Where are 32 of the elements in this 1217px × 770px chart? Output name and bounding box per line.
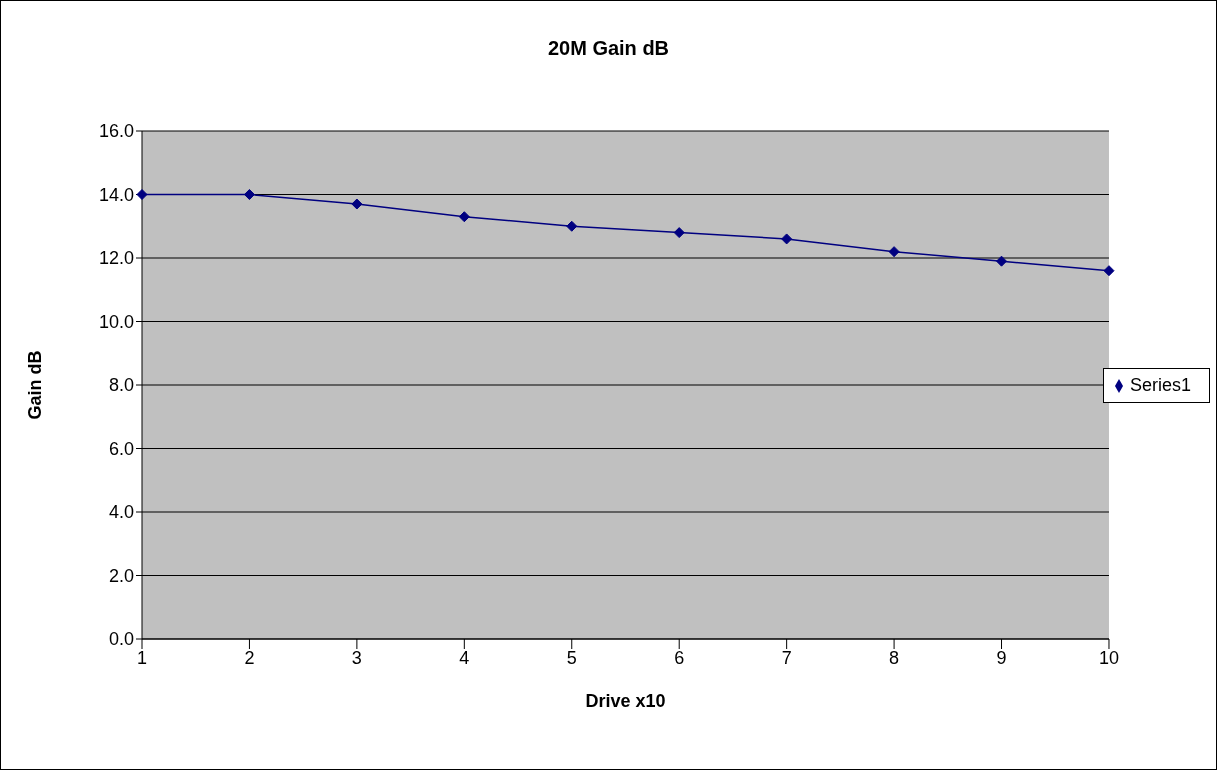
point	[351, 198, 363, 210]
x-tick-label: 4	[459, 647, 470, 668]
legend-label: Series1	[1129, 374, 1191, 395]
point	[458, 211, 470, 223]
chart-title: 20M Gain dB	[546, 37, 671, 60]
x-axis-title: Drive x10	[585, 691, 666, 711]
point	[566, 220, 578, 232]
x-tick-label: 9	[996, 647, 1007, 668]
y-tick-label: 10.0	[98, 311, 134, 332]
y-tick-label: 14.0	[98, 184, 134, 205]
point	[1103, 265, 1115, 277]
x-tick-label: 1	[136, 647, 148, 668]
x-tick-label: 2	[244, 647, 255, 668]
x-tick-label: 8	[889, 647, 900, 668]
point	[673, 227, 685, 239]
x-tick-label: 3	[351, 647, 362, 668]
x-tick-label: 5	[566, 647, 577, 668]
y-tick-label: 6.0	[108, 438, 134, 459]
y-axis-title: Gain dB	[25, 350, 46, 420]
x-tick-label: 7	[781, 647, 792, 668]
y-tick-label: 2.0	[108, 565, 134, 586]
y-tick-label: 8.0	[108, 375, 134, 396]
x-tick-label: 10	[1098, 647, 1119, 668]
point	[996, 255, 1008, 267]
x-tick-label: 6	[674, 647, 685, 668]
point	[781, 233, 793, 245]
y-tick-label: 0.0	[108, 629, 134, 650]
y-tick-label: 16.0	[98, 121, 134, 142]
point	[888, 246, 900, 258]
y-tick-label: 12.0	[98, 248, 134, 269]
y-tick-label: 4.0	[108, 502, 134, 523]
point	[243, 189, 255, 200]
